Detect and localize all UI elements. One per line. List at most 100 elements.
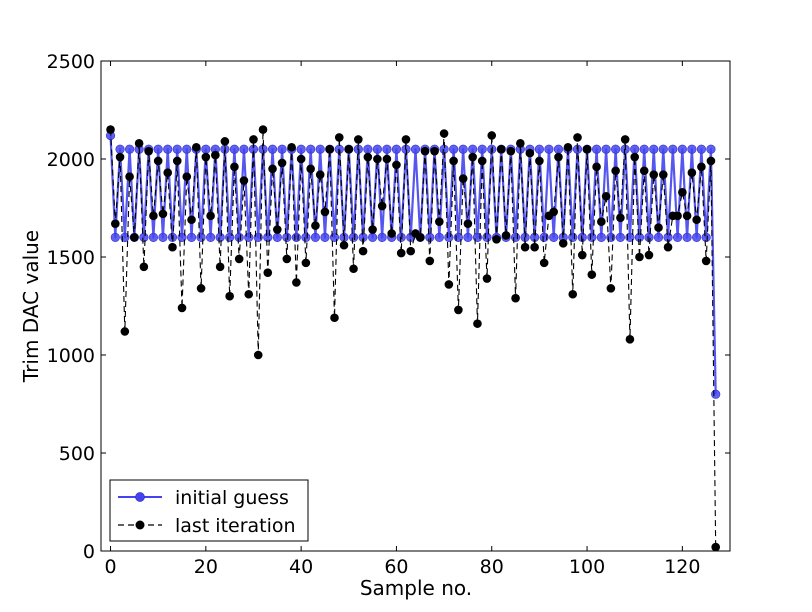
data-point-initial-guess [282, 232, 292, 242]
data-point-last-iteration [487, 131, 497, 140]
data-point-last-iteration [706, 156, 716, 166]
data-point-last-iteration [220, 137, 230, 146]
y-axis-title: Trim DAC value [19, 230, 43, 383]
data-point-last-iteration [439, 129, 449, 138]
data-point-initial-guess [568, 232, 578, 242]
data-point-last-iteration [268, 164, 277, 174]
data-point-last-iteration [339, 240, 349, 250]
data-point-initial-guess [611, 144, 621, 154]
data-point-last-iteration [139, 262, 149, 272]
data-point-last-iteration [196, 284, 206, 293]
y-tick-label: 500 [59, 443, 95, 465]
data-point-last-iteration [630, 152, 639, 162]
data-point-initial-guess [196, 232, 206, 242]
data-point-last-iteration [287, 142, 296, 152]
data-point-initial-guess [234, 232, 244, 242]
data-point-initial-guess [468, 144, 478, 154]
data-point-last-iteration [435, 217, 444, 227]
data-point-initial-guess [377, 232, 387, 242]
data-point-last-iteration [182, 172, 192, 181]
data-point-last-iteration [644, 250, 654, 260]
data-point-last-iteration [392, 160, 401, 170]
legend-label-last-iteration: last iteration [175, 515, 296, 537]
data-point-initial-guess [706, 144, 716, 154]
data-point-initial-guess [215, 232, 225, 242]
data-point-last-iteration [253, 350, 263, 360]
y-tick-label: 0 [83, 541, 95, 563]
data-point-last-iteration [501, 231, 511, 240]
y-tick-label: 1500 [47, 247, 95, 269]
data-point-initial-guess [148, 232, 159, 242]
data-point-last-iteration [682, 211, 692, 221]
data-point-initial-guess [577, 232, 587, 242]
data-point-initial-guess [382, 144, 392, 154]
data-point-last-iteration [172, 156, 182, 166]
data-point-initial-guess [110, 232, 120, 242]
data-point-initial-guess [115, 144, 125, 154]
data-point-initial-guess [410, 144, 421, 154]
data-point-last-iteration [620, 135, 630, 144]
data-point-initial-guess [272, 232, 282, 242]
plot-area [101, 61, 730, 551]
data-point-last-iteration [258, 125, 268, 134]
data-point-last-iteration [611, 166, 620, 176]
data-point-initial-guess [124, 144, 135, 154]
data-point-last-iteration [334, 133, 344, 142]
x-tick-label: 120 [664, 556, 700, 578]
data-point-last-iteration [663, 242, 673, 252]
data-point-last-iteration [616, 213, 625, 223]
data-point-last-iteration [192, 142, 201, 152]
data-point-last-iteration [482, 274, 492, 283]
data-point-last-iteration [125, 172, 134, 181]
data-point-initial-guess [239, 144, 249, 154]
data-point-initial-guess [391, 144, 402, 154]
y-tick-label: 1000 [47, 345, 95, 367]
y-tick-label: 2500 [47, 51, 95, 73]
data-point-last-iteration [563, 142, 573, 152]
data-point-last-iteration [577, 250, 587, 260]
data-point-last-iteration [130, 233, 139, 242]
x-axis: 0 20 40 60 80 100 120 [104, 61, 700, 578]
data-point-last-iteration [415, 233, 425, 242]
data-point-initial-guess [615, 232, 626, 242]
data-point-last-iteration [239, 176, 249, 185]
data-point-initial-guess [310, 232, 321, 242]
data-point-initial-guess [458, 144, 468, 154]
data-point-initial-guess [644, 232, 654, 242]
x-tick-label: 80 [480, 556, 504, 578]
data-point-initial-guess [348, 232, 359, 242]
legend-label-initial-guess: initial guess [175, 487, 289, 509]
data-point-last-iteration [177, 303, 187, 313]
data-point-initial-guess [301, 232, 311, 242]
y-axis: 0 500 1000 1500 2000 2500 [47, 51, 730, 563]
data-point-initial-guess [596, 232, 606, 242]
data-point-initial-guess [425, 232, 435, 242]
data-point-last-iteration [273, 225, 282, 234]
data-point-last-iteration [296, 154, 306, 164]
data-point-initial-guess [649, 144, 659, 154]
data-point-last-iteration [658, 170, 668, 179]
data-point-last-iteration [492, 235, 501, 244]
data-point-initial-guess [687, 144, 697, 154]
data-point-last-iteration [363, 152, 373, 162]
data-point-last-iteration [473, 319, 482, 328]
data-point-initial-guess [658, 144, 668, 154]
data-point-initial-guess [601, 144, 611, 154]
data-point-last-iteration [692, 215, 701, 225]
data-point-last-iteration [530, 242, 539, 252]
data-point-last-iteration [406, 246, 416, 256]
data-point-last-iteration [597, 217, 606, 227]
data-point-initial-guess [263, 232, 273, 242]
data-point-last-iteration [625, 335, 635, 344]
y-tick-label: 2000 [47, 149, 95, 171]
data-point-last-iteration [601, 191, 611, 201]
data-point-last-iteration [697, 162, 706, 172]
data-point-initial-guess [711, 389, 721, 399]
data-point-initial-guess [544, 144, 554, 154]
data-point-last-iteration [420, 146, 430, 156]
data-point-initial-guess [639, 144, 649, 154]
data-point-initial-guess [139, 232, 149, 242]
data-point-last-iteration [454, 305, 463, 315]
legend-box [109, 479, 309, 542]
data-point-last-iteration [158, 209, 168, 219]
